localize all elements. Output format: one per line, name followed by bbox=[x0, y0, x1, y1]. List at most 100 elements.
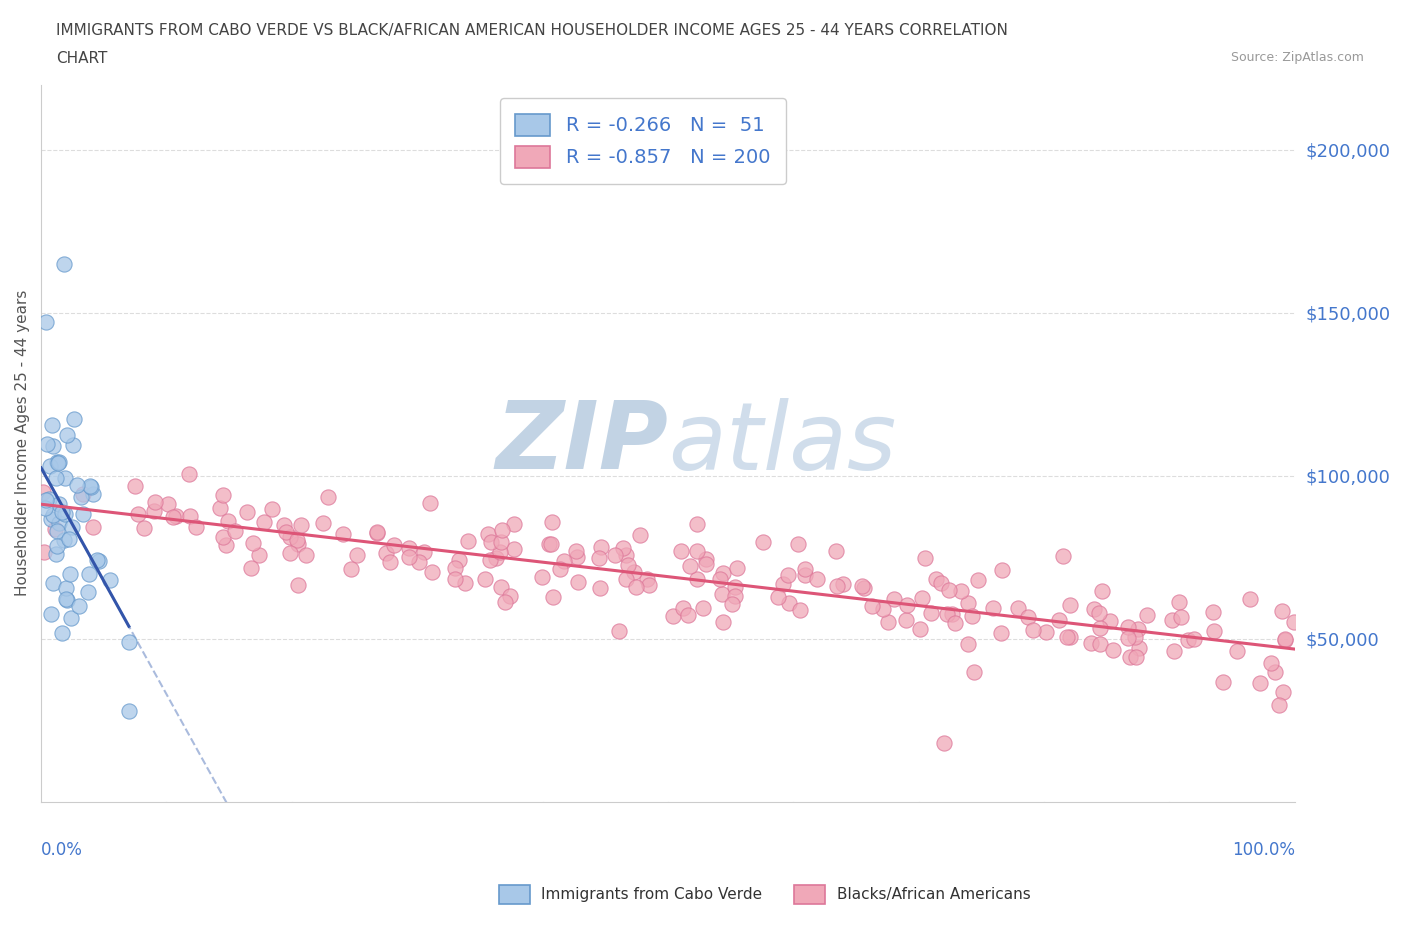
Point bbox=[31, 485, 53, 499]
Point bbox=[60, 520, 83, 535]
Point bbox=[626, 579, 648, 594]
Point bbox=[661, 608, 683, 623]
Point bbox=[79, 478, 101, 493]
Point bbox=[1170, 610, 1192, 625]
Point bbox=[295, 547, 318, 562]
Point bbox=[710, 587, 733, 602]
Point bbox=[778, 595, 800, 610]
Point bbox=[51, 505, 73, 520]
Point bbox=[831, 577, 853, 591]
Point bbox=[936, 607, 959, 622]
Point bbox=[87, 554, 110, 569]
Point bbox=[127, 506, 149, 521]
Point bbox=[983, 600, 1005, 615]
Point bbox=[67, 598, 90, 613]
Point bbox=[941, 606, 963, 621]
Point bbox=[179, 467, 201, 482]
Point bbox=[920, 605, 942, 620]
Point bbox=[45, 471, 67, 485]
Point bbox=[35, 314, 58, 329]
Point bbox=[1123, 630, 1146, 644]
Point bbox=[80, 480, 103, 495]
Point bbox=[485, 551, 508, 565]
Point bbox=[311, 515, 333, 530]
Point bbox=[481, 535, 503, 550]
Point bbox=[851, 578, 873, 593]
Point bbox=[860, 599, 883, 614]
Point bbox=[253, 514, 276, 529]
Point bbox=[477, 526, 499, 541]
Point bbox=[59, 610, 82, 625]
Point bbox=[398, 540, 420, 555]
Point bbox=[614, 572, 637, 587]
Point bbox=[143, 504, 166, 519]
Point bbox=[1272, 684, 1295, 699]
Point bbox=[990, 625, 1012, 640]
Point bbox=[39, 459, 62, 474]
Point bbox=[950, 584, 973, 599]
Point bbox=[162, 510, 184, 525]
Point bbox=[789, 603, 811, 618]
Point bbox=[118, 635, 141, 650]
Point bbox=[672, 601, 695, 616]
Point bbox=[956, 595, 979, 610]
Text: Blacks/African Americans: Blacks/African Americans bbox=[837, 887, 1031, 902]
Point bbox=[215, 538, 238, 552]
Point bbox=[82, 520, 104, 535]
Point bbox=[806, 571, 828, 586]
Point bbox=[1052, 549, 1074, 564]
Point bbox=[48, 497, 70, 512]
Point bbox=[1282, 615, 1305, 630]
Point bbox=[48, 455, 70, 470]
Point bbox=[1163, 644, 1185, 658]
Point bbox=[273, 517, 295, 532]
Point bbox=[541, 514, 564, 529]
Point bbox=[1035, 625, 1057, 640]
Point bbox=[1249, 675, 1271, 690]
Point bbox=[408, 555, 430, 570]
Point bbox=[1160, 613, 1182, 628]
Point bbox=[894, 613, 917, 628]
Point bbox=[636, 572, 658, 587]
Point bbox=[179, 508, 201, 523]
Point bbox=[793, 561, 815, 576]
Point bbox=[623, 565, 645, 579]
Point bbox=[711, 565, 734, 580]
Point bbox=[332, 526, 354, 541]
Point bbox=[1119, 649, 1142, 664]
Text: ZIP: ZIP bbox=[495, 397, 668, 489]
Point bbox=[42, 508, 65, 523]
Point bbox=[1264, 665, 1286, 680]
Point bbox=[553, 553, 575, 568]
Point bbox=[1017, 610, 1039, 625]
Point bbox=[184, 520, 207, 535]
Legend: R = -0.266   N =  51, R = -0.857   N = 200: R = -0.266 N = 51, R = -0.857 N = 200 bbox=[499, 98, 786, 184]
Point bbox=[247, 548, 270, 563]
Point bbox=[1102, 643, 1125, 658]
Point bbox=[591, 539, 613, 554]
Point bbox=[444, 561, 467, 576]
Point bbox=[567, 575, 589, 590]
Point bbox=[695, 557, 717, 572]
Point bbox=[877, 615, 900, 630]
Point bbox=[1202, 623, 1225, 638]
Point bbox=[1168, 594, 1191, 609]
Point bbox=[165, 509, 187, 524]
Point bbox=[503, 516, 526, 531]
Point bbox=[1271, 604, 1294, 618]
Point bbox=[412, 545, 434, 560]
Point bbox=[419, 496, 441, 511]
Point bbox=[479, 552, 502, 567]
Point bbox=[62, 412, 84, 427]
Point bbox=[443, 571, 465, 586]
Point bbox=[695, 551, 717, 566]
Point bbox=[32, 545, 55, 560]
Point bbox=[963, 664, 986, 679]
Point bbox=[420, 565, 443, 579]
Point bbox=[82, 486, 104, 501]
Point bbox=[217, 514, 239, 529]
Point bbox=[37, 437, 59, 452]
Point bbox=[474, 572, 496, 587]
Point bbox=[382, 538, 405, 552]
Point bbox=[38, 491, 60, 506]
